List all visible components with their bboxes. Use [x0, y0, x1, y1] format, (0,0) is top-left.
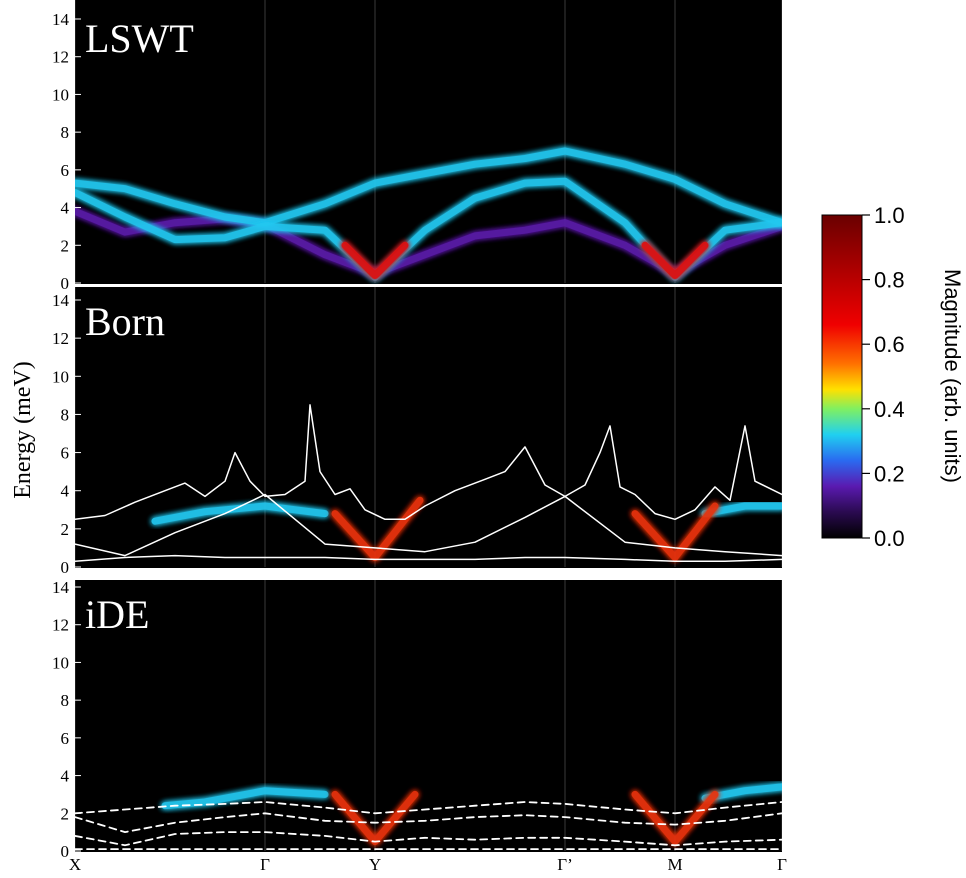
colorbar-tick-label: 0.4 [874, 397, 905, 422]
y-tick-label: 12 [52, 616, 69, 635]
dispersion-line [75, 554, 782, 563]
x-tick-label: Γ’ [557, 855, 573, 874]
y-tick-label: 14 [52, 291, 70, 310]
y-tick-label: 10 [52, 367, 69, 386]
dispersion-line [75, 404, 782, 521]
colorbar-tick-label: 1.0 [874, 203, 905, 228]
panel-plot [75, 580, 782, 851]
y-tick-label: 0 [61, 558, 70, 577]
panel-title: LSWT [85, 16, 194, 61]
y-tick-label: 12 [52, 48, 69, 67]
y-tick-label: 14 [52, 578, 70, 597]
y-tick-label: 8 [61, 123, 70, 142]
y-tick-label: 4 [61, 767, 70, 786]
colorbar-label: Magnitude (arb. units) [940, 269, 965, 483]
intensity-band [75, 147, 782, 227]
panel-background [75, 580, 782, 852]
colorbar-tick-label: 0.6 [874, 332, 905, 357]
y-tick-label: 6 [61, 161, 70, 180]
y-tick-label: 8 [61, 405, 70, 424]
x-tick-label: Γ [777, 855, 787, 874]
x-tick-label: X [69, 855, 81, 874]
x-tick-label: Γ [260, 855, 270, 874]
intensity-band [641, 241, 709, 279]
y-tick-label: 4 [61, 199, 70, 218]
intensity-band [701, 502, 782, 518]
x-tick-label: M [667, 855, 682, 874]
intensity-band [631, 502, 719, 561]
panel-background [75, 287, 782, 568]
panel-title: Born [85, 299, 165, 344]
panel-plot [75, 0, 782, 283]
colorbar [821, 214, 863, 539]
y-tick-label: 6 [61, 729, 70, 748]
dispersion-line [75, 812, 782, 833]
panel-plot [75, 287, 782, 567]
panel-title: iDE [85, 592, 149, 637]
intensity-band [161, 787, 329, 810]
y-tick-label: 0 [61, 274, 70, 293]
y-tick-label: 4 [61, 482, 70, 501]
y-tick-label: 8 [61, 691, 70, 710]
y-tick-label: 10 [52, 653, 69, 672]
dispersion-line [75, 801, 782, 815]
y-tick-label: 0 [61, 842, 70, 861]
dispersion-line [75, 493, 782, 557]
y-tick-label: 6 [61, 444, 70, 463]
y-tick-label: 12 [52, 329, 69, 348]
y-tick-label: 14 [52, 10, 70, 29]
dispersion-line [75, 831, 782, 847]
intensity-band [341, 241, 409, 279]
colorbar-tick-label: 0.2 [874, 461, 905, 486]
y-tick-label: 10 [52, 85, 69, 104]
y-tick-label: 2 [61, 804, 70, 823]
intensity-band [701, 783, 782, 802]
colorbar-tick-label: 0.8 [874, 268, 905, 293]
colorbar-tick-label: 0.0 [874, 526, 905, 551]
y-axis-label: Energy (meV) [10, 361, 36, 499]
x-tick-label: Y [369, 855, 381, 874]
y-tick-label: 2 [61, 236, 70, 255]
y-tick-label: 2 [61, 520, 70, 539]
